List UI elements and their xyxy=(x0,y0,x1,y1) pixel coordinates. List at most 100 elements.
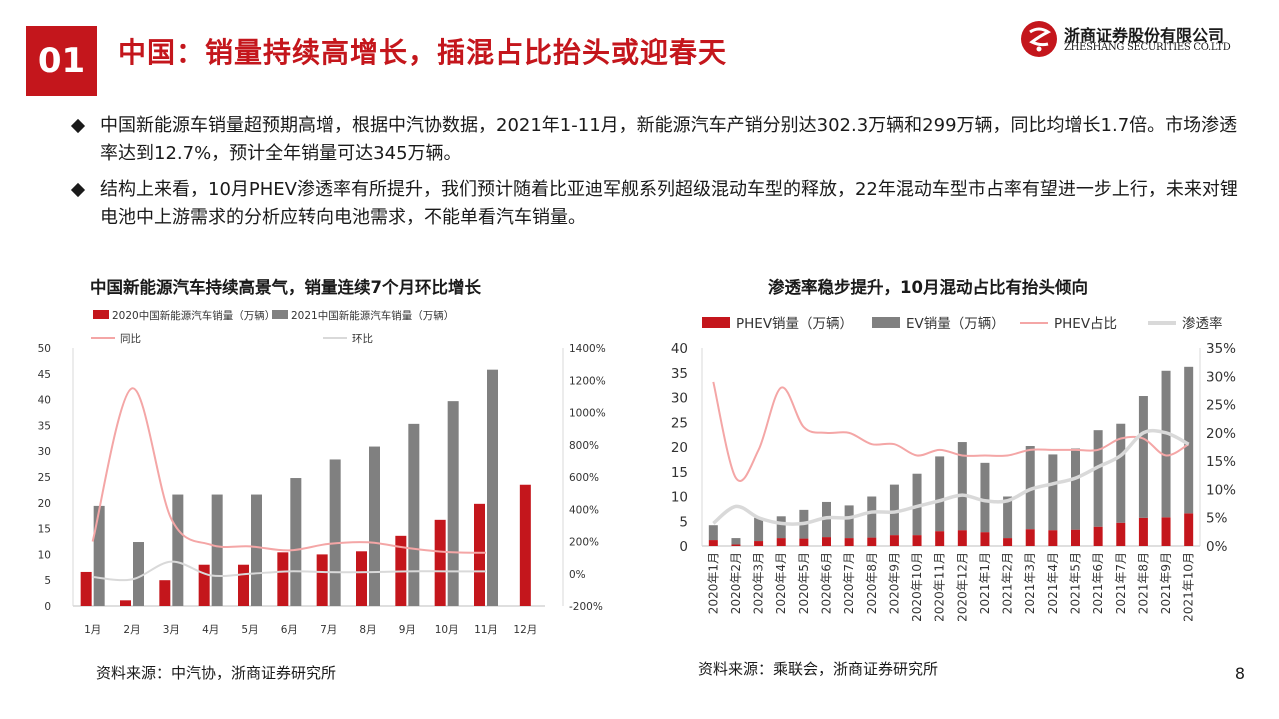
bullet-item: 结构上来看，10月PHEV渗透率有所提升，我们预计随着比亚迪军舰系列超级混动车型… xyxy=(70,176,1240,232)
x-tick-label: 2020年5月 xyxy=(797,552,811,614)
x-tick-label: 2020年3月 xyxy=(752,552,766,614)
x-tick-label: 2021年7月 xyxy=(1114,552,1128,614)
bar-ev xyxy=(1184,366,1194,514)
y-left-tick-label: 10 xyxy=(671,490,688,506)
bar-ev xyxy=(731,538,741,545)
y-right-tick-label: -200% xyxy=(569,601,603,613)
x-tick-label: 2020年10月 xyxy=(910,552,924,622)
x-tick-label: 2021年9月 xyxy=(1159,552,1173,614)
bar-2021 xyxy=(211,494,223,606)
bar-ev xyxy=(867,496,877,538)
x-tick-label: 2020年9月 xyxy=(887,552,901,614)
right-chart-title: 渗透率稳步提升，10月混动占比有抬头倾向 xyxy=(768,278,1088,297)
bar-phev xyxy=(912,535,922,546)
y-right-tick-label: 25% xyxy=(1206,398,1236,414)
y-right-tick-label: 1000% xyxy=(569,408,606,420)
x-tick-label: 8月 xyxy=(359,624,376,636)
page-number: 8 xyxy=(1234,664,1245,683)
page-title: 中国：销量持续高增长，插混占比抬头或迎春天 xyxy=(118,36,728,69)
x-tick-label: 2021年10月 xyxy=(1182,552,1196,622)
company-logo: 浙商证券股份有限公司 ZHESHANG SECURITIES CO.LTD xyxy=(1020,20,1255,60)
y-right-tick-label: 600% xyxy=(569,472,599,484)
x-tick-label: 2021年5月 xyxy=(1069,552,1083,614)
x-tick-label: 4月 xyxy=(202,624,219,636)
bar-phev xyxy=(1048,530,1058,546)
bar-ev xyxy=(1138,396,1148,518)
bullet-text: 中国新能源车销量超预期高增，根据中汽协数据，2021年1-11月，新能源汽车产销… xyxy=(100,115,1238,164)
y-left-tick-label: 35 xyxy=(671,366,688,382)
line-yoy xyxy=(91,387,487,554)
legend-label: 2021中国新能源汽车销量（万辆） xyxy=(291,309,454,322)
bar-ev xyxy=(1161,370,1171,518)
bar-phev xyxy=(1003,538,1013,546)
x-tick-label: 1月 xyxy=(84,624,101,636)
bar-ev xyxy=(980,462,990,533)
x-tick-label: 2月 xyxy=(123,624,140,636)
legend-label: 2020中国新能源汽车销量（万辆） xyxy=(112,309,275,322)
legend-swatch xyxy=(702,317,730,328)
left-chart: 2020中国新能源汽车销量（万辆） 2021中国新能源汽车销量（万辆） 同比 环比 0 5… xyxy=(38,309,606,636)
y-left-tick-label: 25 xyxy=(38,472,51,484)
legend-label: 同比 xyxy=(120,332,141,345)
line-mom xyxy=(92,560,486,582)
y-left-tick-label: 40 xyxy=(38,395,51,407)
bar-phev xyxy=(1161,517,1171,546)
bar-ev xyxy=(1116,423,1126,523)
x-tick-label: 2020年7月 xyxy=(842,552,856,614)
x-tick-label: 2021年1月 xyxy=(978,552,992,614)
bar-2020 xyxy=(474,503,485,606)
y-right-tick-label: 0% xyxy=(1206,539,1228,555)
x-tick-label: 2020年8月 xyxy=(865,552,879,614)
y-right-tick-label: 15% xyxy=(1206,454,1236,470)
bar-ev xyxy=(912,473,922,536)
diamond-bullet-icon xyxy=(70,118,86,134)
bar-phev xyxy=(867,537,877,546)
bullet-list: 中国新能源车销量超预期高增，根据中汽协数据，2021年1-11月，新能源汽车产销… xyxy=(70,112,1240,240)
y-left-tick-label: 50 xyxy=(38,343,51,355)
x-tick-label: 5月 xyxy=(241,624,258,636)
bar-phev xyxy=(844,538,854,546)
x-tick-label: 2020年1月 xyxy=(706,552,720,614)
bar-2021 xyxy=(447,401,459,606)
y-right-tick-label: 10% xyxy=(1206,482,1236,498)
x-tick-label: 2021年8月 xyxy=(1136,552,1150,614)
section-number: 01 xyxy=(26,26,97,96)
line-penetration xyxy=(712,428,1190,526)
bar-phev xyxy=(708,540,718,546)
x-tick-label: 6月 xyxy=(281,624,298,636)
bar-phev xyxy=(957,530,967,546)
y-left-tick-label: 0 xyxy=(679,539,688,555)
bar-phev xyxy=(731,544,741,546)
y-left-tick-label: 30 xyxy=(38,446,51,458)
y-right-tick-label: 20% xyxy=(1206,426,1236,442)
y-right-tick-label: 35% xyxy=(1206,341,1236,357)
y-left-tick-label: 35 xyxy=(38,420,51,432)
bar-ev xyxy=(957,442,967,531)
x-tick-label: 2020年2月 xyxy=(729,552,743,614)
bar-2021 xyxy=(251,494,262,606)
bullet-item: 中国新能源车销量超预期高增，根据中汽协数据，2021年1-11月，新能源汽车产销… xyxy=(70,112,1240,168)
y-left-tick-label: 30 xyxy=(671,391,688,407)
bar-2020 xyxy=(316,554,328,606)
bar-ev xyxy=(708,525,718,541)
legend-label: 渗透率 xyxy=(1182,315,1223,332)
bar-2020 xyxy=(198,564,210,606)
bar-ev xyxy=(1003,496,1013,539)
y-left-tick-label: 5 xyxy=(679,514,688,530)
bar-ev xyxy=(889,484,899,536)
y-right-tick-label: 200% xyxy=(569,537,599,549)
x-tick-label: 2021年4月 xyxy=(1046,552,1060,614)
x-tick-label: 10月 xyxy=(435,624,459,636)
bar-ev xyxy=(844,505,854,539)
y-left-tick-label: 20 xyxy=(671,440,688,456)
bar-ev xyxy=(776,516,786,539)
bar-phev xyxy=(1093,526,1103,546)
x-tick-label: 3月 xyxy=(163,624,180,636)
bar-2021 xyxy=(329,459,341,606)
logo-cn-text: 浙商证券股份有限公司 xyxy=(1064,26,1225,45)
bar-phev xyxy=(935,531,945,546)
bar-2021 xyxy=(369,446,380,606)
bar-ev xyxy=(1093,430,1103,527)
x-tick-label: 12月 xyxy=(513,624,537,636)
bar-ev xyxy=(1071,448,1080,530)
